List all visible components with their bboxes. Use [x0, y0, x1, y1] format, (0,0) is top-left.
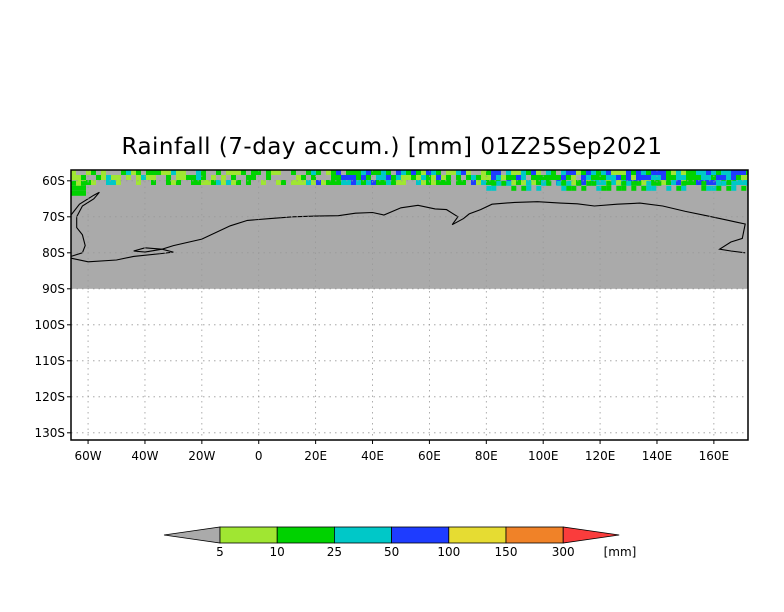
- lon-tick-label: 20E: [304, 449, 327, 463]
- lat-tick-label: 60S: [42, 174, 65, 188]
- lat-tick-label: 110S: [34, 354, 65, 368]
- map-title: Rainfall (7-day accum.) [mm] 01Z25Sep202…: [121, 134, 663, 160]
- legend-label: 10: [270, 545, 285, 559]
- graticule: [71, 170, 748, 440]
- lat-tick-label: 70S: [42, 210, 65, 224]
- lon-tick-label: 100E: [528, 449, 559, 463]
- legend-swatch: [219, 526, 278, 544]
- legend-unit: [mm]: [604, 545, 637, 559]
- ice-shelf-outline: [133, 247, 163, 253]
- lat-tick-label: 120S: [34, 390, 65, 404]
- lat-tick-label: 130S: [34, 426, 65, 440]
- legend-swatch: [333, 526, 392, 544]
- lon-tick-label: 20W: [188, 449, 215, 463]
- lon-tick-label: 60E: [418, 449, 441, 463]
- legend-label: 100: [437, 545, 460, 559]
- legend-swatch: [391, 526, 450, 544]
- legend-label: 50: [384, 545, 399, 559]
- legend-swatch: [448, 526, 507, 544]
- axis-ticks: 60S 70S 80S 90S 100S 110S 120S 130S 60W 40W 20W 0 20…: [34, 174, 729, 463]
- map-frame: [70, 169, 749, 441]
- legend-swatch: [505, 526, 564, 544]
- legend-swatch: [276, 526, 335, 544]
- lat-tick-label: 80S: [42, 246, 65, 260]
- lon-tick-label: 140E: [642, 449, 673, 463]
- map-area: [71, 170, 748, 289]
- lat-tick-label: 100S: [34, 318, 65, 332]
- lon-tick-label: 80E: [475, 449, 498, 463]
- precip-cells: [71, 170, 748, 196]
- peninsula-coastline: [71, 191, 100, 257]
- legend-label: 150: [495, 545, 518, 559]
- legend-label: 25: [327, 545, 342, 559]
- lat-tick-label: 90S: [42, 282, 65, 296]
- lon-tick-label: 40E: [361, 449, 384, 463]
- lon-tick-label: 40W: [131, 449, 158, 463]
- legend-swatch-below: [163, 526, 221, 544]
- lon-tick-label: 60W: [74, 449, 101, 463]
- lon-tick-label: 120E: [585, 449, 616, 463]
- lon-tick-label: 0: [255, 449, 263, 463]
- legend-swatch-above: [562, 526, 620, 544]
- antarctica-coastline: [71, 201, 746, 263]
- antarctic-region: [71, 180, 748, 289]
- legend-label: 5: [216, 545, 224, 559]
- lon-tick-label: 160E: [699, 449, 730, 463]
- legend-label: 300: [552, 545, 575, 559]
- color-legend: 5 10 25 50 100 150 300 [mm]: [163, 526, 637, 559]
